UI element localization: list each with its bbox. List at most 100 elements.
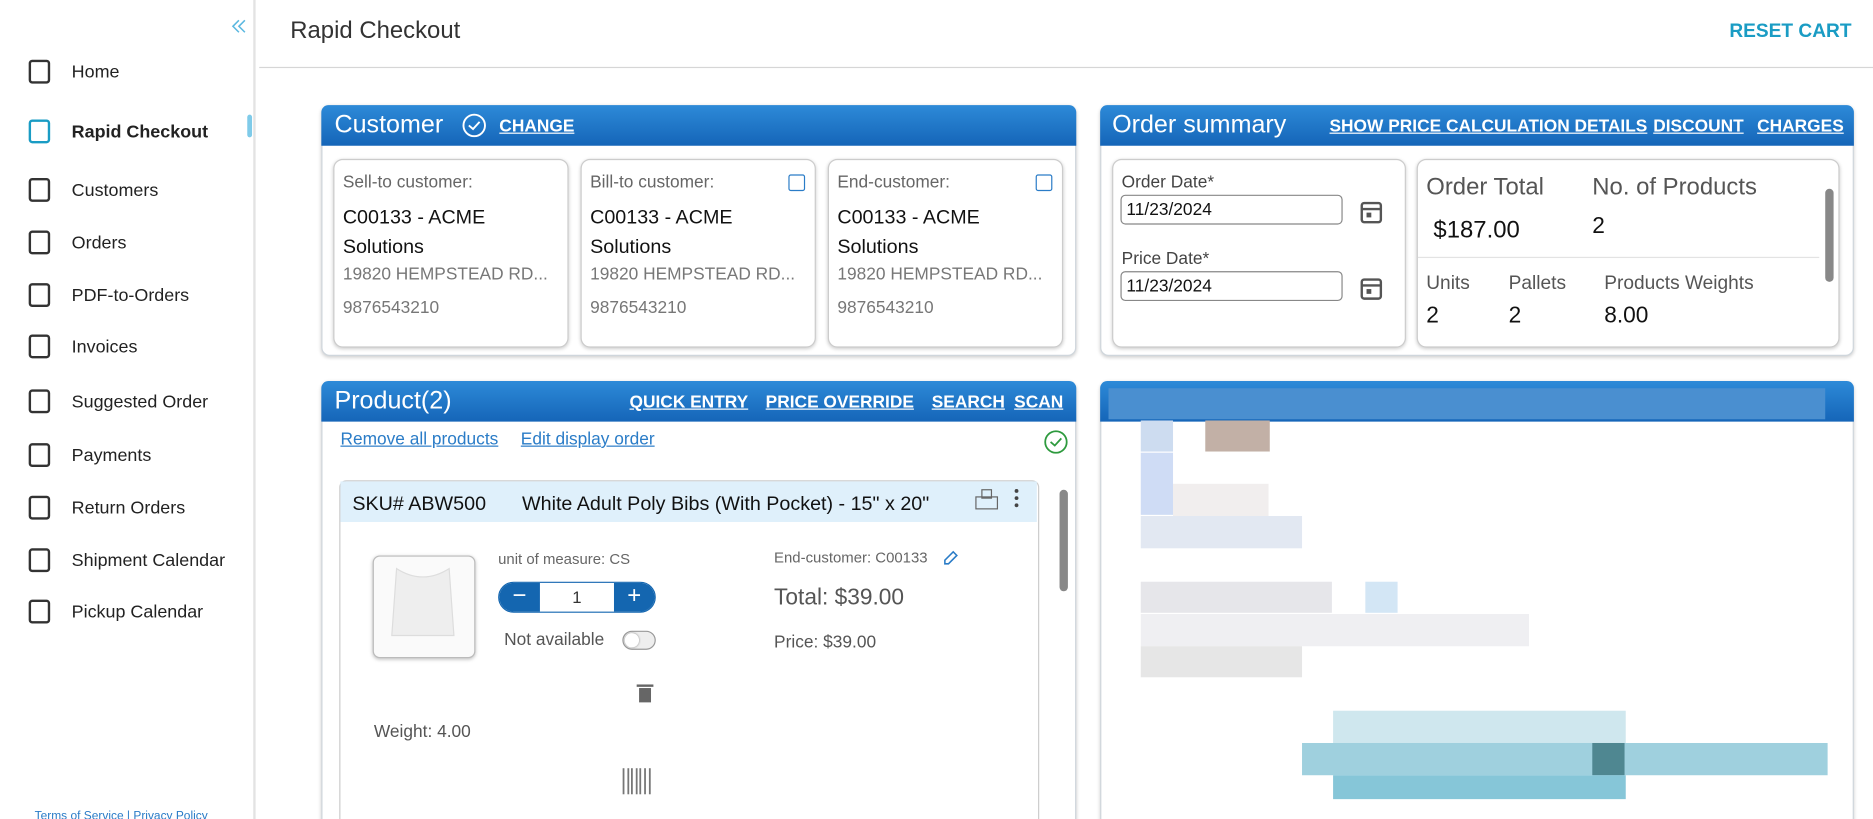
nav-icon[interactable] (28, 283, 51, 307)
num-products: 2 (1592, 213, 1605, 239)
totals-box (1416, 158, 1840, 348)
nav-item[interactable]: Orders (71, 232, 127, 254)
change-link[interactable]: CHANGE (499, 117, 575, 137)
scrollbar[interactable] (1825, 188, 1834, 282)
card-name: C00133 - ACME Solutions (590, 206, 733, 259)
card-phone: 9876543210 (342, 298, 440, 318)
description: White Adult Poly Bibs (With Pocket) - 15… (522, 493, 930, 515)
blurred-block (1333, 710, 1626, 743)
order-total: $187.00 (1433, 217, 1520, 244)
order-date-input[interactable]: 11/23/2024 (1120, 194, 1343, 225)
check-icon (1044, 430, 1068, 454)
increment[interactable]: + (613, 582, 655, 612)
order-summary-title: Order summary (1112, 111, 1287, 139)
calendar-icon[interactable] (1359, 275, 1383, 301)
nav-item[interactable]: Suggested Order (71, 391, 209, 413)
blurred-block (1108, 388, 1826, 420)
sku: SKU# ABW500 (352, 493, 487, 515)
blurred-block (1205, 420, 1270, 452)
availability-toggle[interactable] (622, 630, 656, 650)
pallets-label: Pallets (1508, 273, 1567, 294)
quick-entry-link[interactable]: QUICK ENTRY (629, 392, 749, 413)
nav-item[interactable]: Return Orders (71, 498, 186, 519)
nav-icon[interactable] (28, 495, 51, 520)
order-summary-header (1100, 105, 1854, 146)
card-name: C00133 - ACME Solutions (837, 206, 980, 259)
active-indicator (247, 114, 253, 138)
sidebar (0, 0, 256, 819)
menu-icon[interactable] (1011, 487, 1023, 511)
edit-icon[interactable] (788, 174, 806, 192)
edit-order-link[interactable]: Edit display order (520, 430, 655, 450)
verified-icon (462, 113, 486, 138)
customer-title: Customer (334, 111, 444, 139)
blurred-block (1365, 581, 1398, 613)
edit-icon[interactable] (942, 549, 959, 566)
blurred-block (1302, 742, 1828, 776)
nav-icon[interactable] (28, 59, 51, 84)
privacy-link[interactable]: Privacy Policy (133, 809, 208, 819)
blurred-block (1140, 581, 1332, 613)
pallet-icon[interactable] (974, 487, 1000, 511)
nav-item[interactable]: Rapid Checkout (71, 121, 209, 143)
search-link[interactable]: SEARCH (931, 392, 1005, 413)
nav-item[interactable]: Payments (71, 445, 152, 466)
nav-item[interactable]: Customers (71, 180, 159, 201)
product-card (339, 480, 1040, 819)
page-title: Rapid Checkout (290, 17, 461, 45)
quantity[interactable]: 1 (572, 587, 582, 607)
nav-icon[interactable] (28, 177, 51, 202)
card-label: End-customer: (837, 173, 950, 193)
discount-link[interactable]: DISCOUNT (1653, 117, 1744, 137)
delete-icon[interactable] (635, 682, 654, 704)
toggle-knob (624, 633, 640, 648)
price-date-input[interactable]: 11/23/2024 (1120, 271, 1343, 302)
card-label: Bill-to customer: (590, 173, 715, 193)
nav-icon[interactable] (28, 443, 51, 468)
bib-image (391, 567, 455, 637)
order-date-label: Order Date* (1121, 173, 1215, 193)
scrollbar[interactable] (1059, 489, 1068, 592)
price-override-link[interactable]: PRICE OVERRIDE (765, 392, 914, 413)
availability: Not available (504, 630, 605, 650)
calendar-icon[interactable] (1359, 198, 1383, 224)
nav-icon[interactable] (28, 230, 51, 255)
price: Price: $39.00 (774, 633, 877, 653)
nav-item[interactable]: Invoices (71, 336, 138, 358)
product-card-header (340, 481, 1037, 523)
nav-item[interactable]: PDF-to-Orders (71, 285, 190, 306)
header-divider (259, 66, 1873, 69)
barcode-icon[interactable] (621, 768, 654, 795)
customer-card (580, 158, 816, 348)
scan-link[interactable]: SCAN (1014, 392, 1064, 413)
terms-link[interactable]: Terms of Service (34, 809, 124, 819)
remove-all-link[interactable]: Remove all products (340, 430, 499, 450)
price-details-link[interactable]: SHOW PRICE CALCULATION DETAILS (1329, 117, 1648, 137)
nav-item[interactable]: Shipment Calendar (71, 550, 226, 571)
sidebar-footer: Terms of Service | Privacy Policy (35, 810, 208, 819)
nav-icon[interactable] (28, 119, 51, 144)
weight: Weight: 4.00 (373, 722, 471, 742)
blurred-block (1140, 613, 1529, 647)
nav-icon[interactable] (28, 599, 51, 624)
nav-icon[interactable] (28, 548, 51, 573)
nav-icon[interactable] (28, 334, 51, 359)
blurred-block (1333, 775, 1626, 800)
nav-item[interactable]: Pickup Calendar (71, 602, 204, 623)
separator: | (126, 809, 131, 819)
collapse-icon[interactable] (231, 18, 248, 35)
decrement[interactable]: − (499, 582, 540, 612)
nav-item[interactable]: Home (71, 62, 120, 83)
charges-link[interactable]: CHARGES (1757, 117, 1844, 137)
card-name: C00133 - ACME Solutions (342, 206, 486, 259)
edit-icon[interactable] (1035, 174, 1053, 192)
price-date-label: Price Date* (1121, 249, 1210, 269)
card-phone: 9876543210 (590, 298, 687, 318)
card-address: 19820 HEMPSTEAD RD... (837, 265, 1043, 285)
blurred-block (1140, 646, 1303, 678)
reset-cart[interactable]: RESET CART (1729, 21, 1852, 42)
customer-card (827, 158, 1064, 348)
nav-icon[interactable] (28, 389, 51, 414)
end-customer: End-customer: C00133 (774, 549, 928, 567)
